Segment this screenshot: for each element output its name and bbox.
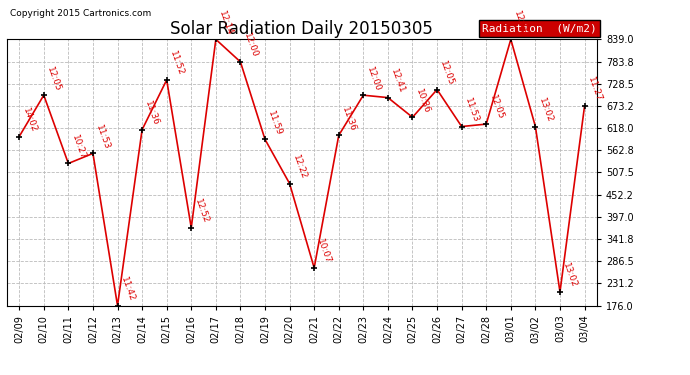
Text: Radiation  (W/m2): Radiation (W/m2) bbox=[482, 23, 597, 33]
Text: 11:52: 11:52 bbox=[168, 50, 186, 77]
Text: 10:27: 10:27 bbox=[70, 134, 87, 160]
Text: 12:05: 12:05 bbox=[438, 60, 455, 87]
Text: 13:02: 13:02 bbox=[562, 262, 579, 289]
Text: 10:36: 10:36 bbox=[414, 87, 431, 114]
Text: 12:00: 12:00 bbox=[365, 65, 382, 92]
Text: 11:36: 11:36 bbox=[340, 105, 357, 133]
Text: 12:05: 12:05 bbox=[45, 65, 62, 92]
Text: Copyright 2015 Cartronics.com: Copyright 2015 Cartronics.com bbox=[10, 9, 152, 18]
Text: 11:42: 11:42 bbox=[119, 276, 136, 303]
Text: 12:05: 12:05 bbox=[488, 94, 505, 122]
Text: 11:27: 11:27 bbox=[586, 76, 603, 103]
Text: 11:53: 11:53 bbox=[95, 123, 112, 151]
Text: 11:53: 11:53 bbox=[463, 96, 480, 124]
Text: 14:02: 14:02 bbox=[21, 106, 38, 134]
Text: 11:59: 11:59 bbox=[266, 109, 284, 136]
Text: 12:22: 12:22 bbox=[291, 154, 308, 181]
Text: 12:14: 12:14 bbox=[217, 9, 235, 37]
Text: 10:07: 10:07 bbox=[315, 238, 333, 265]
Text: 12:52: 12:52 bbox=[193, 198, 210, 225]
Text: 13:02: 13:02 bbox=[537, 96, 554, 124]
Text: 12:19: 12:19 bbox=[512, 9, 529, 37]
Text: 12:41: 12:41 bbox=[389, 68, 406, 95]
Title: Solar Radiation Daily 20150305: Solar Radiation Daily 20150305 bbox=[170, 20, 433, 38]
Text: 11:36: 11:36 bbox=[144, 99, 161, 127]
Text: 12:00: 12:00 bbox=[241, 32, 259, 59]
